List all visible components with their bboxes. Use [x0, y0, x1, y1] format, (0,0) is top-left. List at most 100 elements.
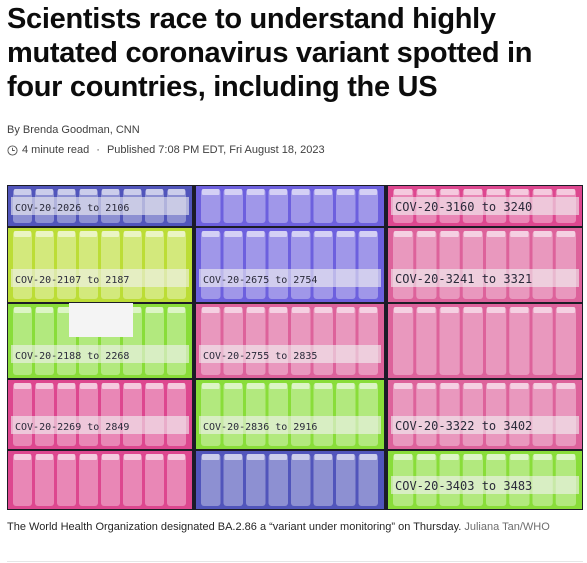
vial: [201, 383, 221, 446]
sample-tray: [196, 304, 384, 378]
vial-cap: [417, 189, 436, 195]
sample-tray: [388, 304, 582, 378]
vial-cap: [58, 189, 75, 195]
sample-tray: [196, 451, 384, 509]
vial: [145, 454, 164, 506]
byline[interactable]: By Brenda Goodman, CNN: [7, 124, 140, 136]
vial-cap: [556, 189, 575, 195]
vial-cap: [168, 307, 185, 313]
sample-tray: [8, 451, 192, 509]
vial: [223, 231, 243, 299]
vial-cap: [440, 231, 459, 237]
vial-cap: [292, 189, 310, 195]
vial-cap: [417, 231, 436, 237]
sample-tray: [196, 228, 384, 302]
vial: [145, 231, 164, 299]
vial: [509, 307, 530, 375]
vial-cap: [359, 189, 377, 195]
vial-cap: [102, 189, 119, 195]
vial: [167, 383, 186, 446]
sample-tray: [388, 380, 582, 449]
vial: [13, 383, 32, 446]
vial: [167, 307, 186, 375]
vial: [268, 231, 288, 299]
vial-cap: [269, 307, 287, 313]
tray-label: COV-20-3160 to 3240: [395, 200, 532, 214]
vial-cap: [394, 454, 413, 460]
vial-cap: [510, 383, 529, 389]
vial-cap: [533, 383, 552, 389]
vial: [313, 231, 333, 299]
sample-tray: [388, 228, 582, 302]
vial-cap: [224, 307, 242, 313]
vial-cap: [463, 383, 482, 389]
tray-label: COV-20-2026 to 2106: [15, 203, 129, 214]
vial-cap: [337, 454, 355, 460]
sample-tray: [8, 228, 192, 302]
vial-cap: [463, 454, 482, 460]
vial: [416, 231, 437, 299]
tray-label-strip: [199, 269, 381, 287]
tray-label-strip: [391, 269, 579, 287]
vial-cap: [463, 189, 482, 195]
vial: [336, 189, 356, 223]
vial-cap: [487, 231, 506, 237]
vial: [268, 454, 288, 506]
vial: [35, 454, 54, 506]
article-photo[interactable]: COV-20-2026 to 2106 COV-20-2107 to 2187 CO…: [7, 185, 583, 510]
vial-cap: [533, 231, 552, 237]
vial: [336, 307, 356, 375]
vial: [101, 454, 120, 506]
tray-label-strip: [11, 416, 189, 434]
vial-cap: [394, 189, 413, 195]
vial-cap: [394, 231, 413, 237]
clock-icon: [7, 144, 18, 156]
vial: [223, 189, 243, 223]
vial-cap: [556, 307, 575, 313]
vial: [246, 454, 266, 506]
vial-cap: [168, 189, 185, 195]
vial-cap: [14, 231, 31, 237]
vial-cap: [292, 307, 310, 313]
author-link[interactable]: By Brenda Goodman, CNN: [7, 124, 140, 136]
sticker: [69, 303, 133, 337]
vial-cap: [202, 307, 220, 313]
vial-cap: [168, 231, 185, 237]
vial-cap: [224, 231, 242, 237]
vial: [268, 189, 288, 223]
tray-label-strip: [11, 197, 189, 215]
vial: [555, 307, 576, 375]
vial-cap: [314, 383, 332, 389]
vial-cap: [359, 454, 377, 460]
vial: [246, 189, 266, 223]
vial: [358, 189, 378, 223]
vial-cap: [247, 307, 265, 313]
vial: [268, 307, 288, 375]
vial: [145, 383, 164, 446]
vial: [486, 307, 507, 375]
vial-cap: [359, 231, 377, 237]
vial-cap: [146, 307, 163, 313]
tray-label-strip: [11, 345, 189, 363]
vial-cap: [36, 189, 53, 195]
vial-cap: [247, 231, 265, 237]
vial-cap: [224, 383, 242, 389]
vial-cap: [417, 383, 436, 389]
tray-label-strip: [199, 416, 381, 434]
vial-cap: [124, 189, 141, 195]
vial-cap: [269, 383, 287, 389]
vial: [223, 454, 243, 506]
vial: [393, 383, 414, 446]
vial-cap: [463, 231, 482, 237]
vial-cap: [359, 307, 377, 313]
vial-cap: [533, 307, 552, 313]
vial-cap: [394, 307, 413, 313]
vial: [555, 383, 576, 446]
vial-cap: [314, 454, 332, 460]
vial: [462, 231, 483, 299]
tray-label-strip: [391, 416, 579, 434]
vial-cap: [36, 383, 53, 389]
vial-cap: [146, 383, 163, 389]
vial-cap: [417, 307, 436, 313]
vial-cap: [533, 454, 552, 460]
